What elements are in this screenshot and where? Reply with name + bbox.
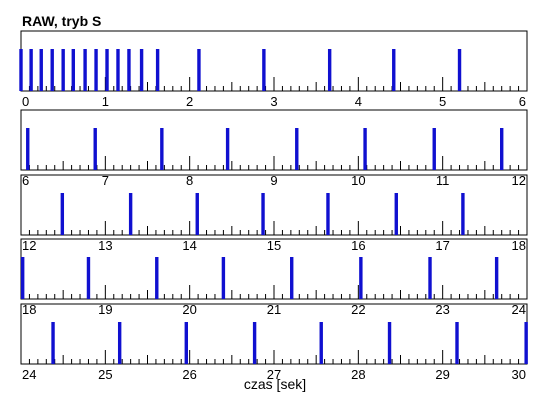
event-marker <box>105 49 109 91</box>
event-marker <box>117 322 122 364</box>
tick-label: 12 <box>22 238 36 253</box>
event-marker <box>359 257 363 299</box>
event-marker <box>94 49 98 91</box>
tick-label: 8 <box>186 173 193 188</box>
tick-label: 6 <box>22 173 29 188</box>
event-marker <box>252 322 257 364</box>
event-marker <box>295 128 299 170</box>
event-marker <box>155 257 159 299</box>
tick-label: 12 <box>512 173 526 188</box>
event-marker <box>116 49 120 91</box>
event-marker <box>51 322 55 364</box>
tick-label: 18 <box>512 238 526 253</box>
tick-label: 29 <box>435 367 449 382</box>
event-marker <box>392 49 396 91</box>
tick-label: 24 <box>22 367 36 382</box>
tick-label: 1 <box>102 94 109 109</box>
tick-label: 15 <box>267 238 281 253</box>
event-marker <box>455 322 459 364</box>
event-marker <box>160 128 164 170</box>
event-marker <box>327 49 332 91</box>
event-marker <box>326 193 330 235</box>
event-marker <box>71 49 75 91</box>
event-marker <box>387 322 392 364</box>
tick-label: 3 <box>270 94 277 109</box>
event-marker <box>139 49 144 91</box>
event-marker <box>155 49 160 91</box>
event-marker <box>93 128 97 170</box>
event-marker <box>461 193 465 235</box>
tick-label: 0 <box>22 94 29 109</box>
tick-label: 28 <box>351 367 365 382</box>
tick-label: 19 <box>98 302 112 317</box>
event-marker <box>262 49 266 91</box>
tick-label: 13 <box>98 238 112 253</box>
event-marker <box>394 193 398 235</box>
tick-label: 26 <box>182 367 196 382</box>
event-marker <box>29 49 33 91</box>
event-marker <box>457 49 462 91</box>
event-marker <box>524 322 528 364</box>
tick-label: 22 <box>351 302 365 317</box>
event-marker <box>60 193 65 235</box>
tick-label: 7 <box>102 173 109 188</box>
event-marker <box>61 49 65 91</box>
event-marker <box>197 49 201 91</box>
event-marker <box>83 49 87 91</box>
tick-label: 27 <box>267 367 281 382</box>
tick-label: 10 <box>351 173 365 188</box>
tick-label: 21 <box>267 302 281 317</box>
event-marker <box>319 322 323 364</box>
event-marker <box>26 128 30 170</box>
event-marker <box>225 128 230 170</box>
event-marker <box>221 257 226 299</box>
tick-label: 25 <box>98 367 112 382</box>
tick-label: 5 <box>439 94 446 109</box>
chart-title: RAW, tryb S <box>22 13 102 29</box>
event-marker <box>432 128 436 170</box>
tick-label: 11 <box>436 173 450 188</box>
event-marker <box>195 193 199 235</box>
event-marker <box>290 257 294 299</box>
event-marker <box>494 257 499 299</box>
event-marker <box>261 193 265 235</box>
x-axis-label: czas [sek] <box>243 376 307 392</box>
event-marker <box>428 257 432 299</box>
tick-label: 18 <box>22 302 36 317</box>
event-marker <box>128 193 133 235</box>
tick-label: 9 <box>270 173 277 188</box>
tick-label: 6 <box>519 94 526 109</box>
tick-label: 17 <box>435 238 449 253</box>
tick-label: 16 <box>351 238 365 253</box>
event-marker <box>363 128 367 170</box>
tick-label: 14 <box>182 238 196 253</box>
tick-label: 20 <box>182 302 196 317</box>
tick-label: 24 <box>512 302 526 317</box>
tick-label: 30 <box>512 367 526 382</box>
event-marker <box>184 322 188 364</box>
event-marker <box>86 257 91 299</box>
event-marker <box>19 49 23 91</box>
event-marker <box>500 128 504 170</box>
tick-label: 2 <box>186 94 193 109</box>
tick-label: 23 <box>435 302 449 317</box>
tick-label: 4 <box>355 94 362 109</box>
event-marker <box>39 49 43 91</box>
event-marker <box>127 49 131 91</box>
event-marker <box>20 257 25 299</box>
event-marker <box>50 49 54 91</box>
